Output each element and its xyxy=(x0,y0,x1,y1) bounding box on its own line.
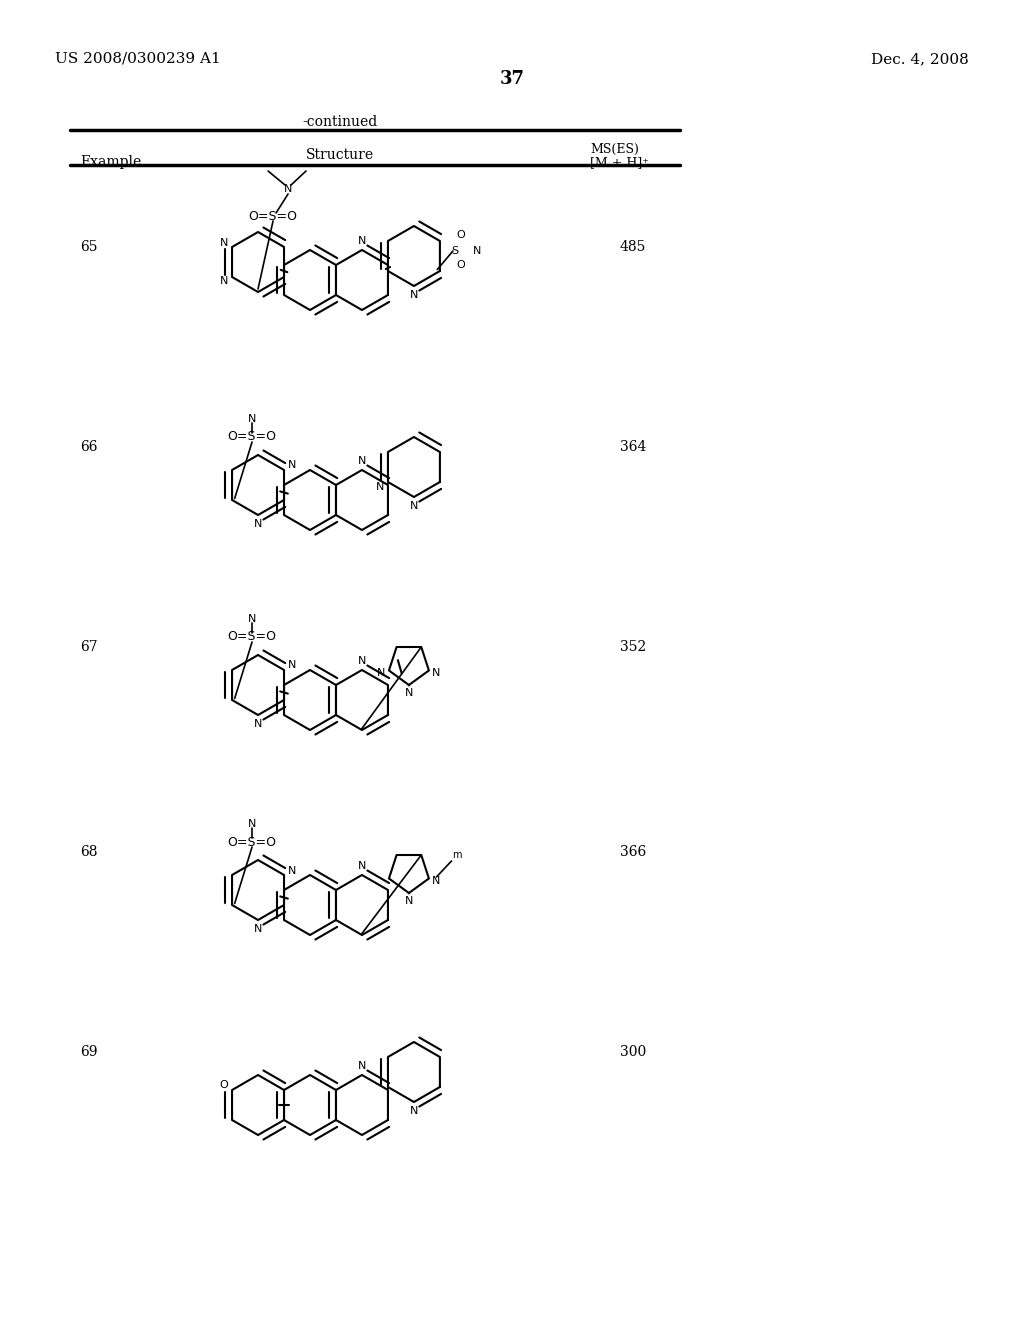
Text: 366: 366 xyxy=(620,845,646,859)
Text: -continued: -continued xyxy=(302,115,378,129)
Text: N: N xyxy=(357,455,367,466)
Text: [M + H]⁺: [M + H]⁺ xyxy=(590,156,649,169)
Text: Dec. 4, 2008: Dec. 4, 2008 xyxy=(871,51,969,66)
Text: 68: 68 xyxy=(80,845,97,859)
Text: 66: 66 xyxy=(80,440,97,454)
Text: N: N xyxy=(404,688,413,698)
Text: N: N xyxy=(248,614,256,624)
Text: Example: Example xyxy=(80,154,141,169)
Text: N: N xyxy=(357,656,367,667)
Text: 485: 485 xyxy=(620,240,646,253)
Text: N: N xyxy=(248,414,256,424)
Text: US 2008/0300239 A1: US 2008/0300239 A1 xyxy=(55,51,221,66)
Text: N: N xyxy=(410,290,418,300)
Text: N: N xyxy=(288,866,296,875)
Text: O: O xyxy=(457,230,465,240)
Text: MS(ES): MS(ES) xyxy=(590,143,639,156)
Text: N: N xyxy=(357,861,367,871)
Text: 300: 300 xyxy=(620,1045,646,1059)
Text: 67: 67 xyxy=(80,640,97,653)
Text: N: N xyxy=(377,668,385,678)
Text: m: m xyxy=(452,850,461,859)
Text: N: N xyxy=(288,461,296,470)
Text: N: N xyxy=(288,660,296,671)
Text: 37: 37 xyxy=(500,70,524,88)
Text: N: N xyxy=(357,1061,367,1071)
Text: O: O xyxy=(219,1080,227,1090)
Text: N: N xyxy=(473,246,481,256)
Text: N: N xyxy=(248,818,256,829)
Text: N: N xyxy=(254,719,262,729)
Text: O: O xyxy=(457,260,465,271)
Text: O=S=O: O=S=O xyxy=(227,631,276,644)
Text: N: N xyxy=(220,276,228,286)
Text: O=S=O: O=S=O xyxy=(249,210,298,223)
Text: 65: 65 xyxy=(80,240,97,253)
Text: N: N xyxy=(376,482,384,491)
Text: N: N xyxy=(432,668,440,678)
Text: O=S=O: O=S=O xyxy=(227,430,276,444)
Text: 69: 69 xyxy=(80,1045,97,1059)
Text: N: N xyxy=(410,502,418,511)
Text: N: N xyxy=(410,1106,418,1115)
Text: Structure: Structure xyxy=(306,148,374,162)
Text: 352: 352 xyxy=(620,640,646,653)
Text: S: S xyxy=(452,246,459,256)
Text: N: N xyxy=(254,519,262,529)
Text: N: N xyxy=(432,876,440,886)
Text: N: N xyxy=(254,924,262,935)
Text: N: N xyxy=(404,896,413,906)
Text: N: N xyxy=(220,238,228,248)
Text: N: N xyxy=(284,183,292,194)
Text: N: N xyxy=(357,236,367,246)
Text: O=S=O: O=S=O xyxy=(227,836,276,849)
Text: 364: 364 xyxy=(620,440,646,454)
